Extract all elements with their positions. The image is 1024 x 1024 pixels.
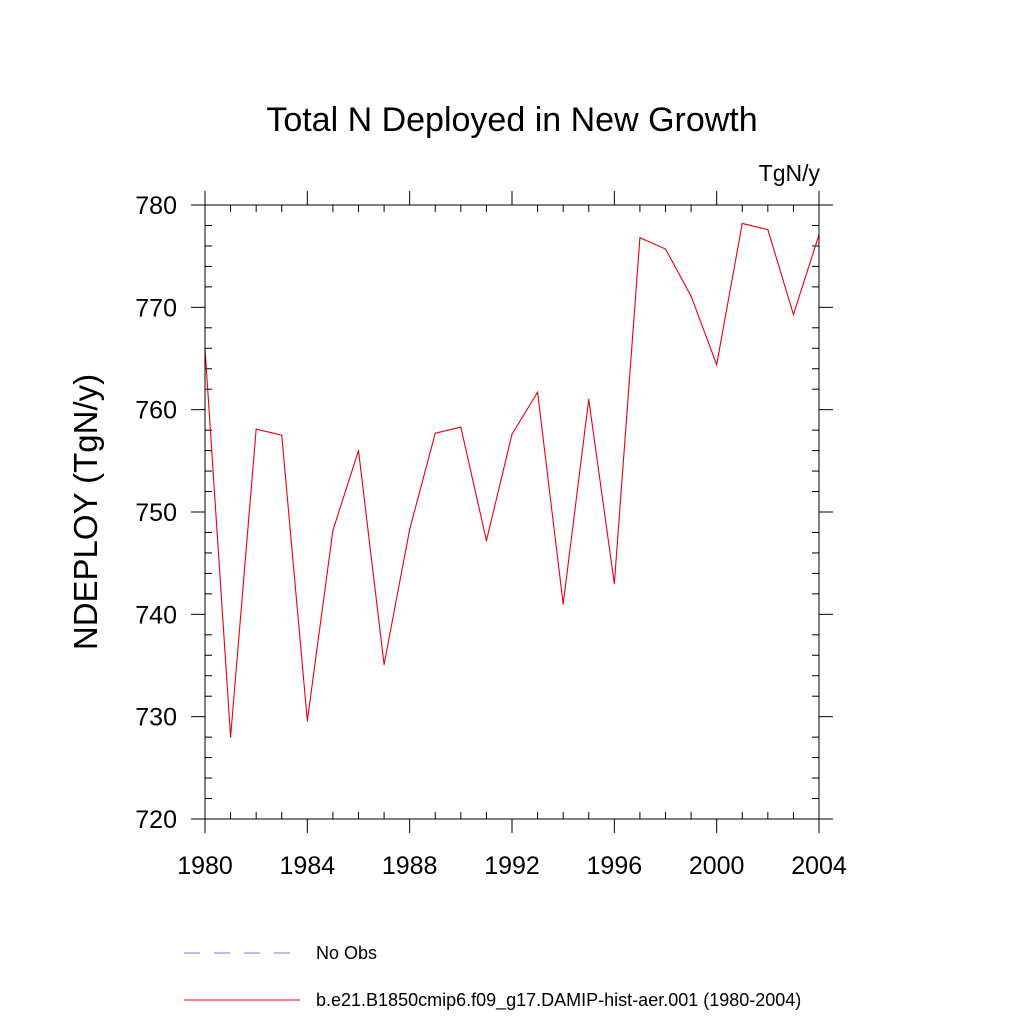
data-point — [306, 720, 308, 722]
data-point — [690, 295, 692, 297]
tick-labels: 720 730 740 750 760 770 780 1980 1984 1988 1992 199… — [135, 192, 847, 880]
x-tick-label: 1988 — [382, 852, 438, 880]
x-tick-label: 2004 — [791, 852, 847, 880]
data-point — [562, 603, 564, 605]
data-point — [409, 528, 411, 530]
legend-label-model-run: b.e21.B1850cmip6.f09_g17.DAMIP-hist-aer.… — [316, 990, 801, 1011]
y-tick-label: 760 — [135, 397, 177, 425]
data-point — [229, 736, 232, 738]
data-point — [639, 237, 641, 239]
x-tick-label: 1984 — [280, 852, 336, 880]
data-point — [536, 391, 539, 393]
y-tick-label: 780 — [135, 192, 177, 220]
data-point — [255, 428, 257, 430]
y-tick-label: 750 — [135, 499, 177, 527]
data-point — [792, 313, 795, 316]
x-tick-label: 2000 — [689, 852, 745, 880]
y-tick-label: 720 — [135, 806, 177, 834]
data-point — [767, 228, 769, 231]
data-point — [664, 248, 667, 250]
data-point — [613, 583, 615, 585]
chart-title: Total N Deployed in New Growth — [266, 101, 757, 139]
x-tick-label: 1996 — [587, 852, 643, 880]
units-label: TgN/y — [759, 160, 821, 186]
data-point — [716, 364, 718, 366]
y-axis-label: NDEPLOY (TgN/y) — [67, 374, 104, 650]
data-point — [588, 398, 590, 401]
data-point — [460, 426, 462, 428]
data-point — [357, 450, 360, 452]
series-layer — [204, 222, 820, 738]
x-tick-label: 1992 — [484, 852, 540, 880]
data-point — [511, 433, 513, 435]
y-tick-label: 730 — [135, 704, 177, 732]
data-point — [741, 222, 743, 225]
data-point — [332, 529, 334, 532]
legend: No Obs b.e21.B1850cmip6.f09_g17.DAMIP-hi… — [184, 943, 801, 1011]
x-tick-label: 1980 — [177, 852, 233, 880]
y-tick-label: 740 — [135, 601, 177, 629]
data-point — [383, 663, 385, 666]
axis-ticks — [191, 191, 833, 833]
legend-label-no-obs: No Obs — [316, 943, 377, 963]
series-line-0 — [204, 222, 820, 738]
plot-frame — [204, 204, 820, 820]
data-point — [434, 432, 436, 434]
data-point — [281, 434, 283, 436]
y-tick-label: 770 — [135, 294, 177, 322]
data-point — [485, 540, 488, 542]
